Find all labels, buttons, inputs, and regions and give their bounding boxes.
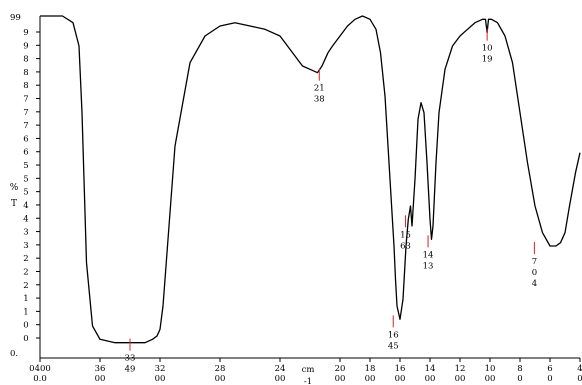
x-tick-label: 8 [517,364,522,374]
x-unit-superscript: -1 [304,377,312,385]
series-layer [40,15,581,344]
x-tick-label: 36 [95,364,106,374]
y-tick-label: 0 [23,321,28,331]
y-tick-label: 9 [23,41,28,51]
peak-label: 10 [482,44,493,54]
y-tick-label: 3 [23,241,28,251]
y-axis-ticks: 9 9 8 8 8 7 7 7 6 6 5 5 5 4 4 3 3 2 2 2 1 1 0 0 [23,28,40,344]
y-tick-label: 6 [23,134,28,144]
y-tick-label: 8 [23,55,28,65]
x-tick-label: 14 [425,364,436,374]
x-tick-label-sub: 00 [155,374,166,384]
x-tick-label: 20 [335,364,346,374]
y-tick-label: 1 [23,307,28,317]
peak-label: 49 [125,365,136,375]
y-tick-label: 9 [23,28,28,38]
peak-label: 13 [423,261,434,271]
y-bottom-label: 0. [10,349,18,359]
x-tick-label: 12 [455,364,466,374]
x-tick-label-sub: 00 [425,374,436,384]
y-top-label: 99 [10,13,21,23]
peak-label: 33 [125,354,136,364]
y-tick-label: 2 [23,281,28,291]
x-tick-label-sub: 0.0 [33,374,47,384]
x-tick-label-sub: 00 [335,374,346,384]
y-tick-label: 3 [23,228,28,238]
plot-frame [39,16,580,359]
x-tick-label-sub: 00 [485,374,496,384]
peak-label: 63 [400,241,411,251]
x-tick-label-sub: 0 [517,374,522,384]
y-tick-label: 5 [23,188,28,198]
y-axis-label-t: T [11,199,17,209]
y-tick-label: 5 [23,161,28,171]
x-tick-label-sub: 0 [547,374,552,384]
y-tick-label: 5 [23,174,28,184]
peak-label: 21 [314,84,325,94]
spectrum-line [40,15,581,344]
peak-label: 38 [314,95,325,105]
peak-label: 4 [532,279,537,289]
x-tick-label: 24 [275,364,286,374]
y-tick-label: 7 [23,108,28,118]
x-tick-label: 10 [485,364,496,374]
x-unit-label: cm [302,365,315,375]
peak-label: 19 [482,55,493,65]
x-tick-label: 6 [547,364,552,374]
peak-label: 45 [388,341,399,351]
y-tick-label: 2 [23,254,28,264]
peak-label: 15 [400,230,411,240]
x-tick-label-sub: 00 [365,374,376,384]
x-tick-label: 18 [365,364,376,374]
x-tick-label: 28 [215,364,226,374]
y-axis-label-percent: % [10,183,19,193]
x-axis-ticks: 04000.0360032002800240020001800160014001… [29,358,582,384]
y-tick-label: 0 [23,334,28,344]
peak-label: 16 [388,330,399,340]
y-tick-label: 8 [23,68,28,78]
y-tick-label: 1 [23,294,28,304]
y-tick-label: 4 [23,201,28,211]
y-tick-label: 8 [23,81,28,91]
y-tick-label: 2 [23,267,28,277]
x-tick-label-sub: 00 [275,374,286,384]
y-tick-label: 7 [23,121,28,131]
peak-label: 14 [423,250,434,260]
x-tick-label: 4 [577,364,582,374]
x-tick-label-sub: 00 [395,374,406,384]
x-tick-label-sub: 00 [455,374,466,384]
x-tick-label-sub: 0 [577,374,582,384]
y-tick-label: 6 [23,148,28,158]
x-tick-label: 16 [395,364,406,374]
peak-label: 7 [532,257,537,267]
y-tick-label: 7 [23,95,28,105]
x-tick-label: 32 [155,364,166,374]
x-tick-label: 0400 [29,364,51,374]
y-tick-label: 4 [23,214,28,224]
peak-label: 0 [532,268,537,278]
x-tick-label-sub: 00 [215,374,226,384]
x-tick-label-sub: 00 [95,374,106,384]
